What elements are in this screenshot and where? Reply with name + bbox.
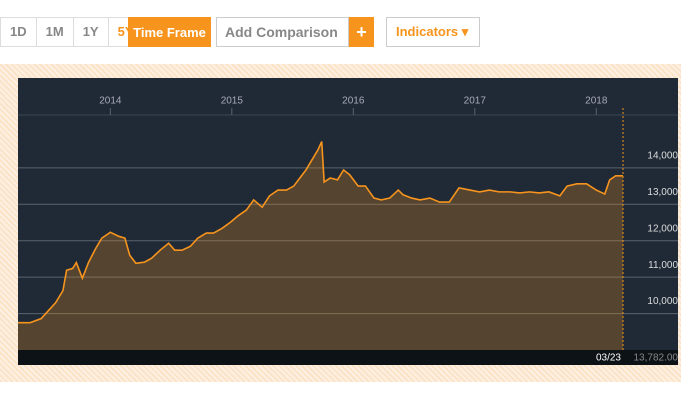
x-tick-label: 2017 (464, 96, 487, 107)
cursor-strip (18, 350, 678, 365)
x-tick-label: 2018 (585, 96, 608, 107)
range-button[interactable]: 1Y (74, 18, 109, 46)
add-button[interactable]: + (349, 17, 374, 47)
y-tick-label: 12,000 (647, 223, 678, 234)
y-tick-label: 10,000 (647, 296, 678, 307)
y-tick-label: 11,000 (648, 260, 678, 271)
range-button[interactable]: 1D (1, 18, 37, 46)
cursor-value: 13,782.00 (634, 353, 679, 364)
y-tick-label: 14,000 (647, 150, 678, 161)
range-selector: 1D 1M 1Y 5Y (0, 17, 144, 47)
cursor-date: 03/23 (596, 353, 621, 364)
area-fill (18, 141, 623, 350)
x-tick-label: 2014 (99, 96, 122, 107)
chart-panel (18, 78, 678, 365)
x-tick-label: 2015 (221, 96, 244, 107)
range-button[interactable]: 1M (37, 18, 74, 46)
indicators-button[interactable]: Indicators ▾ (386, 17, 480, 47)
time-frame-button[interactable]: Time Frame (128, 17, 211, 47)
x-tick-label: 2016 (342, 96, 365, 107)
comparison-input[interactable]: Add Comparison (216, 17, 349, 47)
y-tick-label: 13,000 (647, 187, 678, 198)
price-line (18, 141, 624, 324)
